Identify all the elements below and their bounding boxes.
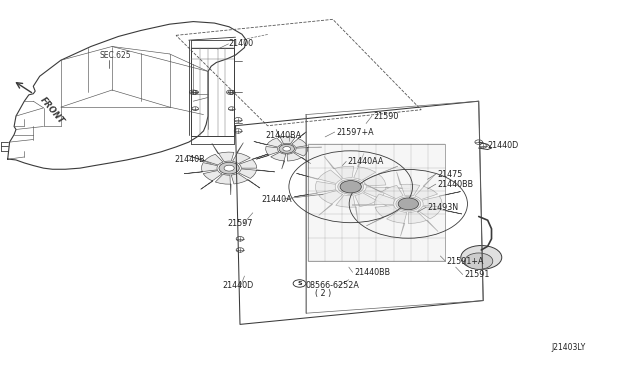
- Polygon shape: [188, 154, 223, 165]
- Polygon shape: [239, 154, 268, 168]
- Circle shape: [396, 197, 420, 211]
- Text: 21597: 21597: [227, 219, 253, 228]
- Text: 21440BA: 21440BA: [266, 131, 301, 140]
- Polygon shape: [184, 163, 218, 174]
- Polygon shape: [239, 169, 275, 179]
- Polygon shape: [319, 190, 342, 215]
- Text: 21440BB: 21440BB: [354, 268, 390, 277]
- Circle shape: [465, 253, 493, 269]
- Text: 21475: 21475: [437, 170, 463, 179]
- Polygon shape: [387, 211, 407, 236]
- Polygon shape: [215, 174, 231, 195]
- Polygon shape: [397, 172, 420, 196]
- Circle shape: [402, 200, 415, 208]
- Text: 21590: 21590: [373, 112, 399, 121]
- Polygon shape: [232, 143, 250, 164]
- Polygon shape: [354, 153, 376, 180]
- Circle shape: [283, 147, 291, 151]
- Polygon shape: [201, 171, 222, 189]
- Polygon shape: [254, 138, 282, 147]
- Circle shape: [461, 246, 502, 269]
- Text: 21440BB: 21440BB: [437, 180, 473, 189]
- Polygon shape: [271, 152, 286, 169]
- Text: 21400: 21400: [228, 39, 253, 48]
- Polygon shape: [408, 211, 438, 232]
- Circle shape: [279, 144, 294, 153]
- Polygon shape: [364, 184, 403, 199]
- Text: S: S: [297, 281, 302, 286]
- Text: J21403LY: J21403LY: [552, 343, 586, 352]
- Circle shape: [338, 179, 364, 194]
- Text: 21440A: 21440A: [261, 195, 292, 203]
- Polygon shape: [422, 192, 461, 207]
- Polygon shape: [415, 175, 438, 199]
- Polygon shape: [352, 194, 396, 205]
- Text: 08566-6252A: 08566-6252A: [306, 281, 360, 290]
- Text: 21440B: 21440B: [174, 155, 205, 164]
- Polygon shape: [296, 170, 342, 183]
- Text: 21440D: 21440D: [488, 141, 519, 150]
- Circle shape: [344, 183, 357, 190]
- Text: 21493N: 21493N: [428, 203, 459, 212]
- Polygon shape: [364, 187, 410, 199]
- Polygon shape: [367, 205, 397, 226]
- Polygon shape: [257, 147, 279, 159]
- Polygon shape: [363, 166, 397, 186]
- Polygon shape: [324, 156, 354, 179]
- Polygon shape: [276, 129, 295, 144]
- Text: FRONT: FRONT: [38, 96, 66, 126]
- Polygon shape: [418, 206, 462, 219]
- Text: SEC.625: SEC.625: [99, 51, 131, 60]
- Polygon shape: [355, 193, 394, 210]
- Circle shape: [340, 180, 362, 193]
- Text: 21591: 21591: [464, 270, 490, 279]
- Polygon shape: [336, 195, 358, 221]
- Bar: [307, 144, 445, 261]
- Text: 21591+A: 21591+A: [447, 257, 484, 266]
- Text: 21440AA: 21440AA: [348, 157, 384, 166]
- Text: 21597+A: 21597+A: [336, 128, 374, 137]
- Circle shape: [224, 165, 234, 171]
- Polygon shape: [212, 143, 234, 162]
- Circle shape: [398, 198, 419, 210]
- Text: ( 2 ): ( 2 ): [315, 289, 331, 298]
- Circle shape: [219, 162, 239, 174]
- Text: 21440D: 21440D: [223, 281, 254, 290]
- Polygon shape: [231, 173, 260, 188]
- Polygon shape: [292, 132, 307, 147]
- Polygon shape: [294, 182, 336, 197]
- Polygon shape: [287, 153, 311, 164]
- Bar: [191, 48, 234, 136]
- Polygon shape: [294, 147, 322, 156]
